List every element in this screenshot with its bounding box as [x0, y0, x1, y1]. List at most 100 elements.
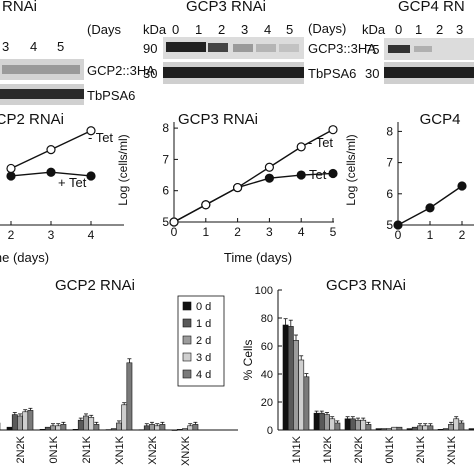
gcp2-lane-label: 5	[57, 39, 65, 54]
bar-chart-4-bar	[406, 428, 413, 431]
gcp4-marker-label: 75	[365, 42, 380, 57]
bar-chart-4-bar	[396, 426, 403, 431]
line-chart-1-x-tick-label: 1	[202, 225, 209, 239]
gcp3-blot-image-top	[163, 37, 304, 59]
bar-chart-4-bar	[282, 324, 289, 431]
line-chart-0-data-point	[86, 171, 96, 181]
bar-chart-4-bar	[386, 428, 392, 431]
bar-chart-4-category-label: 1N2K	[322, 435, 334, 463]
gcp3-marker-label: 90	[143, 41, 158, 56]
bar-chart-3-bar	[22, 411, 29, 431]
bar-chart-4-bar	[298, 359, 305, 431]
bar-chart-4-bar	[453, 418, 460, 431]
bar-chart-3-bar	[143, 425, 150, 431]
gcp3-kda-label: kDa	[143, 22, 167, 37]
bar-chart-4-bar	[287, 326, 294, 431]
bar-chart-4-bar	[442, 428, 449, 431]
gcp3-days-label: (Days)	[308, 21, 347, 36]
bar-chart-3-legend-entry: 2 d	[196, 335, 211, 347]
gcp3-blot-image-bottom	[163, 62, 304, 84]
bar-chart-3-bar	[105, 429, 112, 431]
bar-chart-3-legend-entry: 4 d	[196, 369, 211, 381]
bar-chart-3-bar	[93, 424, 100, 431]
bar-chart-4-bar	[468, 428, 474, 431]
line-chart-1-data-point	[233, 182, 243, 193]
line-chart-1-series-label: + Tet	[298, 167, 327, 182]
bar-chart-4-category-label: 2N1K	[415, 435, 427, 463]
line-chart-1-x-label: Time (days)	[224, 250, 292, 265]
gcp3-lane-label: 5	[286, 22, 294, 37]
bar-chart-3-bar	[154, 425, 161, 431]
line-chart-2-data-point	[457, 181, 467, 191]
bar-chart-3-bar	[77, 419, 84, 431]
gcp3-lane-label: 0	[172, 22, 180, 37]
bar-chart-3-legend-swatch	[182, 301, 192, 311]
bar-chart-4-y-tick-label: 40	[261, 369, 273, 381]
line-chart-1-title: GCP3 RNAi	[178, 111, 258, 128]
line-chart-2-y-tick-label: 8	[386, 124, 393, 138]
bar-chart-3-bar	[116, 422, 122, 431]
bar-chart-4-bar	[458, 422, 465, 431]
bar-chart-4-bar	[303, 376, 310, 431]
bar-chart-3-legend-entry: 0 d	[196, 301, 211, 313]
gcp2-blot-image-bottom	[0, 84, 84, 105]
line-chart-2-title: GCP4	[420, 111, 461, 128]
bar-chart-4-y-label: % Cells	[241, 340, 255, 381]
bar-chart-4-bar	[391, 426, 398, 431]
gcp4-lane-label: 1	[415, 22, 423, 37]
bar-chart-4-category-label: XN1K	[446, 435, 458, 464]
bar-chart-3-legend-swatch	[182, 318, 192, 328]
bar-chart-3-title: GCP2 RNAi	[55, 277, 135, 294]
line-chart-1-data-point	[169, 217, 179, 227]
line-chart-0-data-point	[46, 145, 56, 155]
gcp2-band-label: GCP2::3HA	[87, 63, 155, 78]
bar-chart-4-bar	[448, 424, 454, 431]
gcp2-days-label: (Days	[87, 22, 121, 37]
bar-chart-4-bar	[334, 422, 341, 431]
bar-chart-4-title: GCP3 RNAi	[326, 277, 406, 294]
bar-chart-3-bar	[11, 414, 18, 431]
bar-chart-3-bar	[187, 425, 194, 431]
bar-chart-3-bar	[55, 425, 62, 431]
line-chart-1-data-point	[328, 168, 338, 179]
line-chart-1-x-tick-label: 3	[266, 225, 273, 239]
bar-chart-4-bar	[355, 419, 361, 431]
bar-chart-4-bar	[344, 418, 351, 431]
bar-chart-4-y-tick-label: 20	[261, 397, 273, 409]
line-chart-1-data-point	[264, 173, 274, 183]
bar-chart-4-bar	[437, 428, 444, 431]
bar-chart-4-y-tick-label: 60	[261, 341, 273, 353]
bar-chart-3-bar	[192, 424, 199, 431]
gcp4-blot-title: GCP4 RN	[398, 0, 465, 15]
bar-chart-4-bar	[375, 428, 382, 431]
line-chart-0-x-tick-label: 3	[48, 228, 55, 242]
gcp4-marker-label: 30	[365, 66, 380, 81]
bar-chart-3-bar	[126, 362, 133, 431]
line-chart-1-data-point	[328, 125, 338, 135]
line-chart-0-data-point	[86, 126, 96, 136]
line-chart-2-data-point	[425, 203, 435, 213]
bar-chart-3-bar	[121, 404, 128, 431]
gcp4-lane-label: 3	[456, 22, 464, 37]
line-chart-1-x-tick-label: 4	[298, 225, 305, 239]
bar-chart-3-legend-entry: 3 d	[196, 352, 211, 364]
line-chart-2-y-label: Log (cells/ml)	[344, 134, 358, 205]
bar-chart-4-bar	[427, 425, 434, 431]
gcp2-lane-label: 4	[30, 39, 38, 54]
bar-chart-3-bar	[149, 424, 155, 431]
bar-chart-3-legend-swatch	[182, 369, 192, 379]
bar-chart-4-bar	[329, 418, 336, 431]
line-chart-1-y-tick-label: 6	[162, 184, 169, 198]
bar-chart-3-legend-swatch	[182, 352, 192, 362]
gcp4-blot-image-top	[384, 38, 474, 60]
line-chart-1-series-label: - Tet	[308, 135, 333, 150]
bar-chart-4-y-tick-label: 100	[255, 285, 273, 297]
line-chart-1-data-point	[296, 142, 306, 152]
bar-chart-3-category-label: 0N1K	[48, 435, 60, 463]
line-chart-2-y-tick-label: 7	[386, 156, 393, 170]
bar-chart-3-category-label: 2N1K	[81, 435, 93, 463]
line-chart-2-y-tick-label: 6	[386, 187, 393, 201]
line-chart-0-data-point	[6, 171, 16, 181]
gcp3-band-label: TbPSA6	[308, 66, 357, 81]
gcp2-blot-title: RNAi	[2, 0, 38, 15]
